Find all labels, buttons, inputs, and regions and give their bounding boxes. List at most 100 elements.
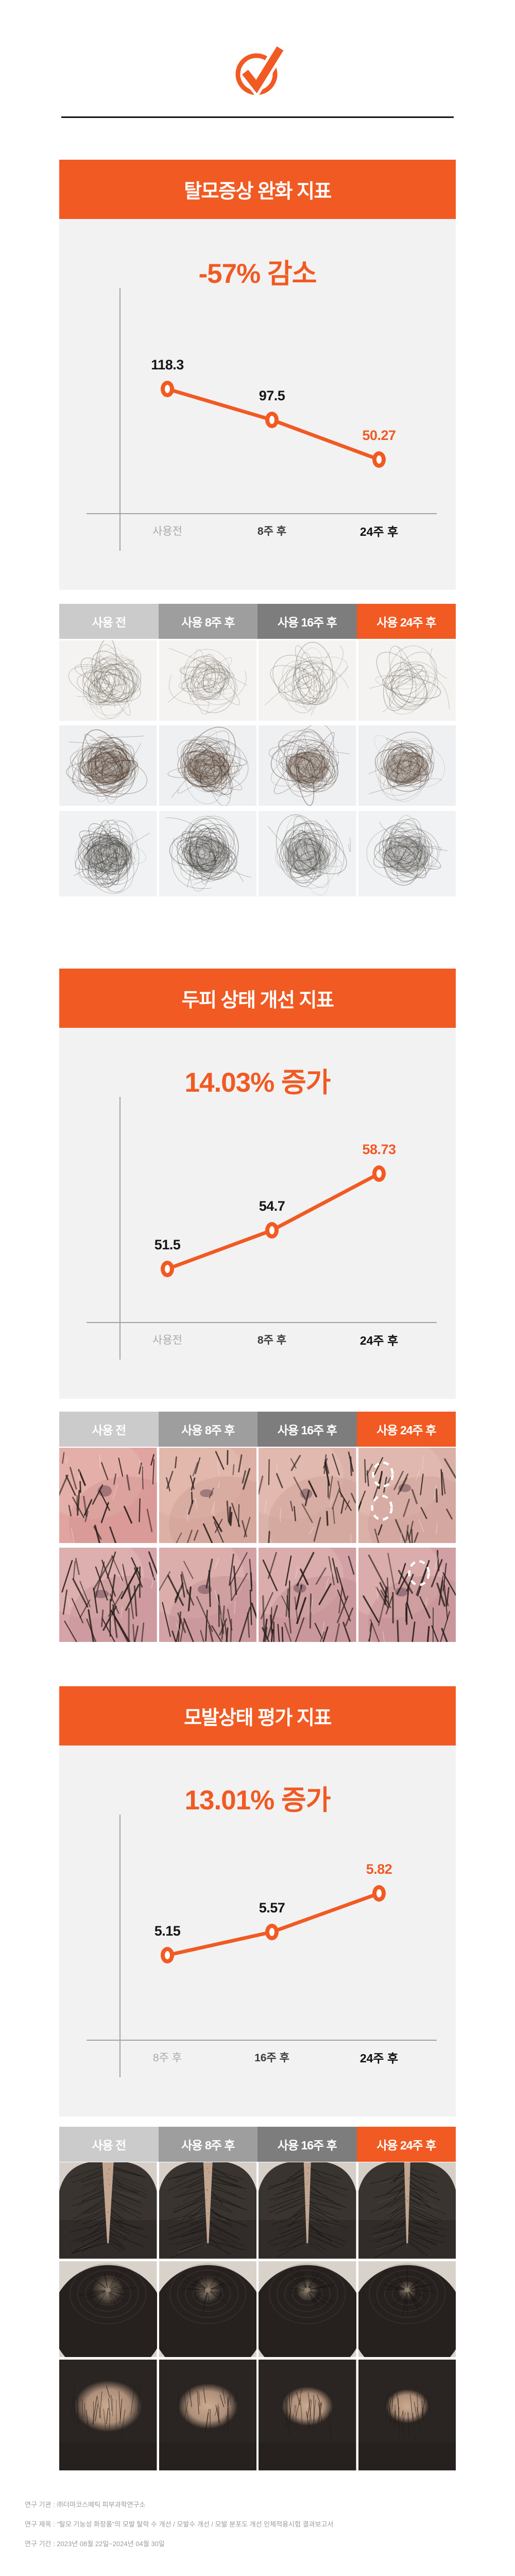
x-axis-label: 16주 후 bbox=[254, 2052, 289, 2064]
footer-line: 연구 제목 : "탈모 기능성 화장품"의 모발 탈락 수 개선 / 모발수 개… bbox=[25, 2520, 334, 2528]
section-title: 모발상태 평가 지표 bbox=[184, 1707, 332, 1729]
before-after-photo bbox=[358, 811, 456, 896]
table-header-cell: 사용 16주 후 bbox=[258, 604, 357, 639]
section-title-banner: 모발상태 평가 지표 bbox=[59, 1686, 456, 1745]
photo-image bbox=[259, 640, 356, 721]
before-after-photo bbox=[259, 2162, 356, 2259]
before-after-photo bbox=[159, 725, 256, 806]
table-header-cell: 사용 전 bbox=[59, 604, 159, 639]
check-circle-icon bbox=[0, 42, 515, 96]
photo-row bbox=[59, 1448, 456, 1543]
x-axis-label: 24주 후 bbox=[359, 525, 399, 538]
photo-image bbox=[59, 1548, 157, 1642]
before-after-photo bbox=[59, 2261, 157, 2357]
x-axis-label: 사용전 bbox=[152, 526, 182, 537]
photo-image bbox=[59, 1448, 157, 1543]
before-after-photo bbox=[59, 2360, 157, 2470]
photo-image bbox=[159, 1548, 256, 1642]
photo-image bbox=[358, 2162, 456, 2259]
before-after-photo bbox=[159, 2162, 256, 2259]
chart-panel: 14.03% 증가 51.5 사용전 54.7 8주 후 58.73 24주 후 bbox=[59, 1028, 456, 1399]
data-point-marker bbox=[265, 412, 279, 428]
footer-line: 연구 기간 : 2023년 08월 22일~2024년 04월 30일 bbox=[25, 2540, 165, 2548]
footer-line: 연구 기관 : ㈜더마코스메틱 피부과학연구소 bbox=[25, 2501, 146, 2509]
metric-highlight: -57% 감소 bbox=[198, 259, 317, 289]
table-header-cell: 사용 16주 후 bbox=[258, 1412, 357, 1447]
x-axis-label: 8주 후 bbox=[257, 526, 287, 537]
before-after-photo bbox=[259, 2261, 356, 2357]
before-after-photo bbox=[358, 2162, 456, 2259]
photo-row bbox=[59, 2162, 456, 2259]
before-after-photo bbox=[159, 2261, 256, 2357]
photo-image bbox=[59, 725, 157, 806]
photo-image bbox=[159, 1448, 256, 1543]
table-header-cell: 사용 24주 후 bbox=[356, 604, 456, 639]
x-axis-label: 사용전 bbox=[152, 1334, 182, 1346]
photo-grid bbox=[59, 2162, 456, 2470]
sections-container: 탈모증상 완화 지표 -57% 감소 118.3 사용전 97.5 8주 후 50.… bbox=[0, 160, 515, 2470]
data-point-value: 5.15 bbox=[154, 1923, 181, 1939]
table-header-cell: 사용 8주 후 bbox=[158, 1412, 258, 1447]
before-after-photo bbox=[159, 811, 256, 896]
photo-grid bbox=[59, 640, 456, 896]
comparison-table-header: 사용 전 사용 8주 후 사용 16주 후 사용 24주 후 bbox=[59, 1412, 456, 1447]
photo-image bbox=[358, 1548, 456, 1642]
photo-image bbox=[358, 2261, 456, 2357]
before-after-photo bbox=[358, 1448, 456, 1543]
photo-image bbox=[159, 640, 256, 721]
data-point-marker bbox=[372, 1165, 386, 1182]
before-after-photo bbox=[259, 725, 356, 806]
photo-image bbox=[59, 640, 157, 721]
data-point-value: 5.57 bbox=[259, 1900, 285, 1916]
chart-panel: 13.01% 증가 5.15 8주 후 5.57 16주 후 5.82 24주 후 bbox=[59, 1745, 456, 2116]
data-point-value: 54.7 bbox=[259, 1198, 285, 1214]
data-point-marker bbox=[265, 1924, 279, 1940]
photo-grid bbox=[59, 1448, 456, 1642]
metric-highlight: 14.03% 증가 bbox=[184, 1067, 331, 1098]
before-after-photo bbox=[358, 640, 456, 721]
data-point-value: 50.27 bbox=[362, 428, 396, 443]
photo-image bbox=[159, 2360, 256, 2470]
photo-image bbox=[59, 811, 157, 896]
table-header-cell: 사용 16주 후 bbox=[258, 2127, 357, 2162]
before-after-photo bbox=[358, 725, 456, 806]
photo-image bbox=[59, 2162, 157, 2259]
before-after-photo bbox=[259, 1448, 356, 1543]
section-title: 두피 상태 개선 지표 bbox=[181, 990, 334, 1011]
photo-image bbox=[358, 2360, 456, 2470]
photo-row bbox=[59, 2360, 456, 2470]
section-title-banner: 탈모증상 완화 지표 bbox=[59, 160, 456, 219]
before-after-photo bbox=[59, 1448, 157, 1543]
photo-row bbox=[59, 2261, 456, 2357]
before-after-photo bbox=[159, 1548, 256, 1642]
photo-image bbox=[259, 1448, 356, 1543]
before-after-photo bbox=[59, 640, 157, 721]
comparison-table-header: 사용 전 사용 8주 후 사용 16주 후 사용 24주 후 bbox=[59, 604, 456, 639]
before-after-photo bbox=[358, 2360, 456, 2470]
metric-highlight: 13.01% 증가 bbox=[184, 1785, 331, 1816]
table-header-cell: 사용 8주 후 bbox=[158, 2127, 258, 2162]
section-hair-condition: 모발상태 평가 지표 13.01% 증가 5.15 8주 후 5.57 16주 후… bbox=[59, 1686, 456, 2470]
before-after-photo bbox=[59, 811, 157, 896]
x-axis-label: 8주 후 bbox=[257, 1334, 287, 1346]
x-axis-line bbox=[87, 2040, 437, 2041]
data-point-value: 58.73 bbox=[362, 1142, 396, 1157]
photo-image bbox=[259, 811, 356, 896]
data-point-value: 97.5 bbox=[259, 388, 285, 403]
before-after-photo bbox=[358, 1548, 456, 1642]
study-footer: 연구 기관 : ㈜더마코스메틱 피부과학연구소 연구 제목 : "탈모 기능성 … bbox=[25, 2495, 515, 2554]
data-point-value: 5.82 bbox=[366, 1861, 392, 1877]
photo-image bbox=[259, 725, 356, 806]
table-header-cell: 사용 전 bbox=[59, 2127, 159, 2162]
y-axis-line bbox=[119, 1815, 121, 2077]
section-scalp-improvement: 두피 상태 개선 지표 14.03% 증가 51.5 사용전 54.7 8주 후 5… bbox=[59, 969, 456, 1642]
photo-image bbox=[358, 811, 456, 896]
before-after-photo bbox=[159, 2360, 256, 2470]
section-hair-loss-relief: 탈모증상 완화 지표 -57% 감소 118.3 사용전 97.5 8주 후 50.… bbox=[59, 160, 456, 896]
photo-image bbox=[358, 1448, 456, 1543]
photo-image bbox=[159, 2162, 256, 2259]
photo-image bbox=[159, 725, 256, 806]
check-circle-icon-svg bbox=[235, 45, 284, 96]
photo-row bbox=[59, 725, 456, 806]
photo-image bbox=[259, 2360, 356, 2470]
